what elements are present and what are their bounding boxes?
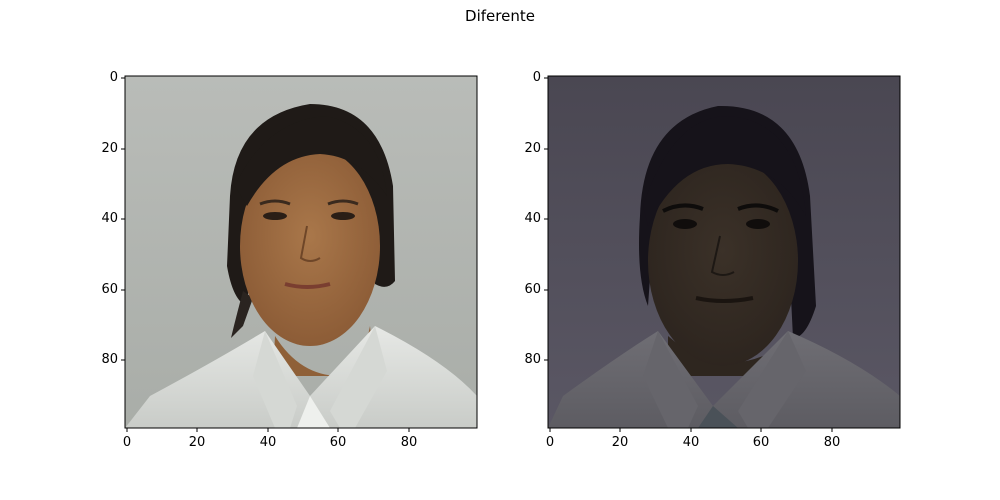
right-x-tick-40: 40 (682, 435, 700, 450)
left-y-tick-60: 60 (101, 282, 118, 297)
left-y-tick-40: 40 (101, 211, 118, 226)
right-y-tick-80: 80 (524, 352, 541, 367)
left-x-tick-20: 20 (188, 435, 206, 450)
right-x-tick-80: 80 (823, 435, 841, 450)
left-x-tick-40: 40 (259, 435, 277, 450)
right-x-tick-60: 60 (752, 435, 770, 450)
right-x-tick-0: 0 (545, 435, 555, 450)
right-face-image (548, 76, 900, 428)
left-y-tick-0: 0 (109, 70, 118, 85)
right-y-tick-40: 40 (524, 211, 541, 226)
left-x-tick-80: 80 (400, 435, 418, 450)
left-image-panel (125, 76, 477, 428)
left-face-image (125, 76, 477, 428)
figure-title: Diferente (465, 7, 535, 25)
left-y-tick-20: 20 (101, 141, 118, 156)
right-y-tick-0: 0 (532, 70, 541, 85)
right-y-tick-20: 20 (524, 141, 541, 156)
right-image-panel (548, 76, 900, 428)
left-y-tick-80: 80 (101, 352, 118, 367)
left-x-tick-0: 0 (122, 435, 132, 450)
right-x-tick-20: 20 (611, 435, 629, 450)
right-y-tick-60: 60 (524, 282, 541, 297)
left-x-tick-60: 60 (329, 435, 347, 450)
